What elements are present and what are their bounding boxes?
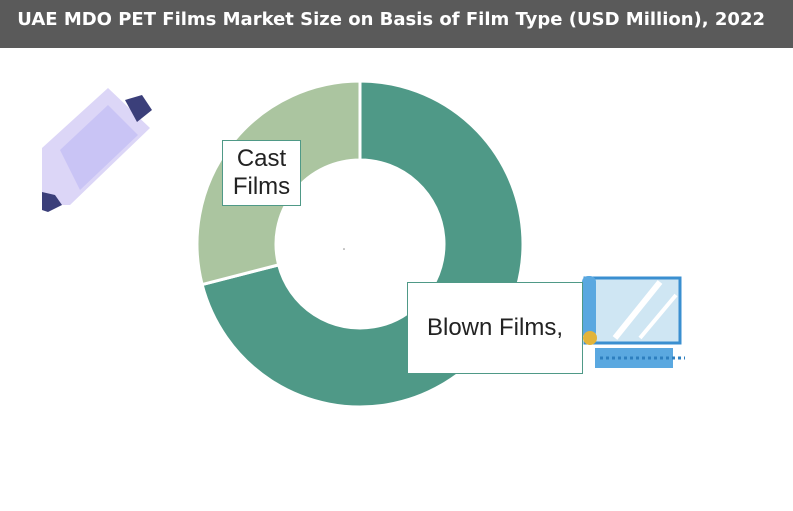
data-label: Cast Films	[222, 140, 301, 206]
center-dot	[343, 248, 345, 250]
data-label: Blown Films,	[407, 282, 583, 374]
roll-icon	[42, 88, 152, 212]
title-bar	[0, 0, 793, 48]
film-icon	[582, 276, 685, 368]
chart-title: UAE MDO PET Films Market Size on Basis o…	[17, 9, 765, 30]
